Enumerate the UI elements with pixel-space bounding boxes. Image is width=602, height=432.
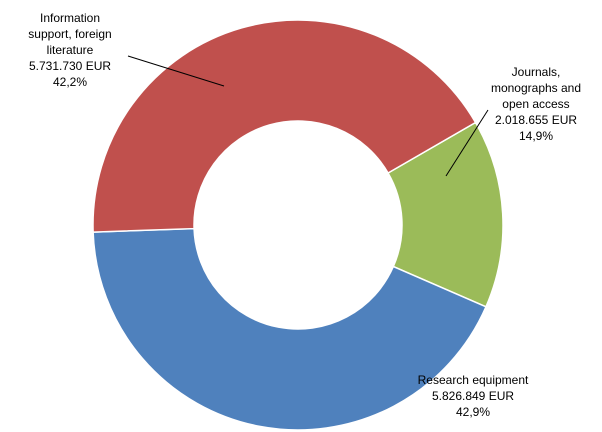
label-research-equipment-percent: 42,9% [455, 405, 491, 419]
slice-journals [387, 121, 504, 308]
label-information-support-line2: support, foreign [28, 27, 112, 41]
label-journals-line1: Journals, [511, 65, 561, 79]
label-journals-percent: 14,9% [518, 129, 554, 143]
label-information-support-line3: literature [46, 43, 94, 57]
label-journals-line3: open access [502, 97, 570, 111]
label-journals: Journals, monographs and open access 2.0… [480, 64, 592, 144]
slice-research-equipment [92, 227, 487, 431]
label-journals-amount: 2.018.655 EUR [494, 113, 578, 127]
label-information-support-amount: 5.731.730 EUR [28, 59, 112, 73]
label-research-equipment-line1: Research equipment [417, 373, 529, 387]
label-information-support-percent: 42,2% [52, 75, 88, 89]
leader-line-journals [445, 109, 489, 177]
leader-line-information-support [127, 55, 225, 87]
label-information-support-line1: Information [39, 11, 101, 25]
label-research-equipment-amount: 5.826.849 EUR [431, 389, 515, 403]
label-journals-line2: monographs and [490, 81, 582, 95]
slice-information-support [92, 19, 477, 233]
label-information-support: Information support, foreign literature … [10, 10, 130, 90]
label-research-equipment: Research equipment 5.826.849 EUR 42,9% [408, 372, 538, 420]
